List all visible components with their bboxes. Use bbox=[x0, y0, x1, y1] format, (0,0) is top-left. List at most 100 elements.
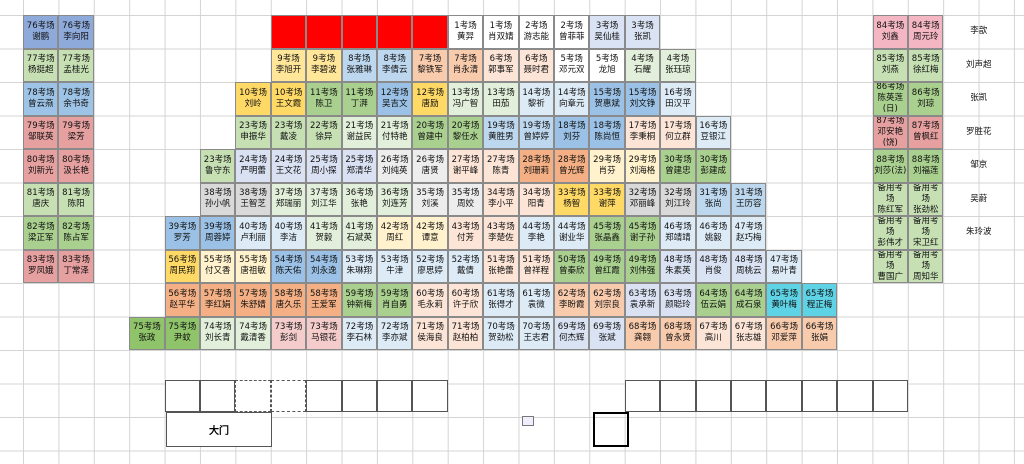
name-label: 黄羿 bbox=[456, 31, 474, 42]
room-label: 76考场 bbox=[62, 20, 90, 31]
room-label: 16考场 bbox=[699, 121, 728, 132]
room-label: 65考场 bbox=[805, 288, 834, 299]
room-label: 56考场 bbox=[168, 255, 197, 266]
room-label: 42考场 bbox=[380, 221, 409, 232]
room-label: 37考场 bbox=[274, 188, 303, 199]
selected-cell[interactable] bbox=[593, 412, 629, 447]
room-label: 3考场 bbox=[631, 20, 654, 31]
name-label: 梁芳 bbox=[67, 132, 85, 143]
name-label: 黄叶梅 bbox=[771, 299, 797, 310]
name-label: 石耀 bbox=[633, 65, 651, 76]
room-label: 备用考场 bbox=[877, 182, 904, 204]
seat-cell: 6考场 郭事军 bbox=[483, 48, 519, 82]
seat-cell: 43考场 李楚佐 bbox=[483, 216, 519, 250]
seat-cell: 4考场 张珏琼 bbox=[660, 48, 696, 82]
seat-cell: 87考场 曾枫红 bbox=[908, 115, 944, 149]
name-label: 何杰辉 bbox=[558, 333, 585, 344]
room-label: 68考场 bbox=[628, 322, 657, 333]
name-label: 龙旭 bbox=[598, 65, 616, 76]
room-label: 66考场 bbox=[805, 322, 834, 333]
room-label: 64考场 bbox=[699, 288, 728, 299]
name-label: 周蓉婷 bbox=[204, 232, 231, 243]
seat-cell: 33考场 杨智 bbox=[554, 182, 590, 216]
name-label: 张凯 bbox=[633, 31, 651, 42]
name-label: 陈英莲(日) bbox=[877, 93, 904, 115]
name-label: 李向阳 bbox=[63, 31, 89, 42]
room-label: 83考场 bbox=[62, 255, 90, 266]
room-label: 17考场 bbox=[628, 121, 657, 132]
name-label: 丁湃 bbox=[350, 98, 368, 109]
name-label: 付芳 bbox=[456, 232, 474, 243]
room-label: 备用考场 bbox=[912, 249, 939, 271]
seat-cell: 65考场 黄叶梅 bbox=[766, 283, 802, 317]
room-label: 77考场 bbox=[62, 54, 90, 65]
seat-cell: 73考场 彭剑 bbox=[270, 316, 307, 350]
seat-cell: 30考场 彭建成 bbox=[695, 149, 731, 183]
name-label: 肖芬 bbox=[598, 165, 616, 176]
room-label: 70考场 bbox=[486, 322, 515, 333]
seat-cell: 吴蔚 bbox=[943, 183, 1014, 217]
name-label: 田茄 bbox=[492, 98, 510, 109]
seat-cell: 15考场 贺惠斌 bbox=[589, 82, 625, 116]
room-label: 24考场 bbox=[274, 154, 303, 165]
room-label: 58考场 bbox=[274, 288, 303, 299]
room-label: 30考场 bbox=[663, 154, 692, 165]
seat-cell: 86考场 刘琼 bbox=[908, 82, 944, 116]
seat-cell: 68考场 龚翱 bbox=[624, 316, 661, 350]
room-label: 28考场 bbox=[522, 154, 551, 165]
name-label: 鲁守东 bbox=[204, 165, 231, 176]
room-label: 67考场 bbox=[734, 322, 763, 333]
seat-cell: 69考场 张斌 bbox=[589, 316, 625, 350]
name-label: 李艳 bbox=[527, 232, 545, 243]
seat-cell: 38考场 孙小帆 bbox=[200, 182, 236, 216]
room-label: 备用考场 bbox=[912, 216, 939, 238]
room-label: 8考场 bbox=[383, 54, 406, 65]
seat-cell: 78考场 余书奇 bbox=[58, 82, 94, 116]
room-label: 80考场 bbox=[26, 154, 55, 165]
room-label: 73考场 bbox=[274, 322, 303, 333]
room-label: 54考场 bbox=[274, 255, 303, 266]
paste-icon[interactable] bbox=[522, 416, 534, 426]
room-label: 66考场 bbox=[770, 322, 798, 333]
room-label: 10考场 bbox=[274, 87, 303, 98]
room-label: 43考场 bbox=[451, 221, 480, 232]
name-label: 黎铁军 bbox=[417, 65, 443, 76]
room-label: 36考场 bbox=[380, 188, 409, 199]
empty-box bbox=[624, 380, 661, 412]
empty-box bbox=[695, 380, 731, 412]
room-label: 2考场 bbox=[525, 20, 548, 31]
name-label: 邹京 bbox=[970, 160, 988, 171]
seat-cell: 29考场 刘海格 bbox=[624, 149, 661, 183]
seat-cell: 70考场 贺劲松 bbox=[483, 316, 519, 350]
name-label: 王文霞 bbox=[275, 98, 302, 109]
name-label: 程正梅 bbox=[806, 299, 833, 310]
seat-cell: 44考场 谢业华 bbox=[554, 216, 590, 250]
name-label: 王志君 bbox=[523, 333, 550, 344]
seat-cell: 31考场 王历容 bbox=[731, 182, 767, 216]
empty-box bbox=[731, 380, 767, 412]
room-label: 7考场 bbox=[454, 54, 477, 65]
name-label: 徐红梅 bbox=[912, 65, 939, 76]
name-label: 周桃云 bbox=[735, 266, 762, 277]
room-label: 26考场 bbox=[380, 154, 409, 165]
room-label: 35考场 bbox=[451, 188, 480, 199]
room-label: 17考场 bbox=[663, 121, 692, 132]
name-label: 刘琼 bbox=[917, 98, 935, 109]
room-label: 7考场 bbox=[418, 54, 442, 65]
name-label: 刘岭 bbox=[244, 98, 262, 109]
room-label: 67考场 bbox=[699, 322, 728, 333]
room-label: 48考场 bbox=[699, 255, 728, 266]
seat-cell: 39考场 罗芳 bbox=[164, 216, 200, 250]
seat-cell: 60考场 毛永莉 bbox=[412, 283, 448, 317]
seat-cell: 56考场 周民翔 bbox=[164, 249, 200, 283]
seat-cell: 25考场 周小探 bbox=[306, 149, 342, 183]
name-label: 高川 bbox=[704, 333, 722, 344]
name-label: 曾秦欣 bbox=[558, 266, 585, 277]
seat-cell: 61考场 袁微 bbox=[518, 283, 554, 317]
seat-cell: 37考场 郑瑞丽 bbox=[270, 182, 307, 216]
seat-cell: 10考场 王文霞 bbox=[270, 82, 307, 116]
name-label: 曾建中 bbox=[417, 132, 443, 143]
room-label: 44考场 bbox=[557, 221, 586, 232]
seat-cell: 54考场 刘永逸 bbox=[306, 249, 342, 283]
seat-cell: 59考场 肖自勇 bbox=[377, 283, 413, 317]
